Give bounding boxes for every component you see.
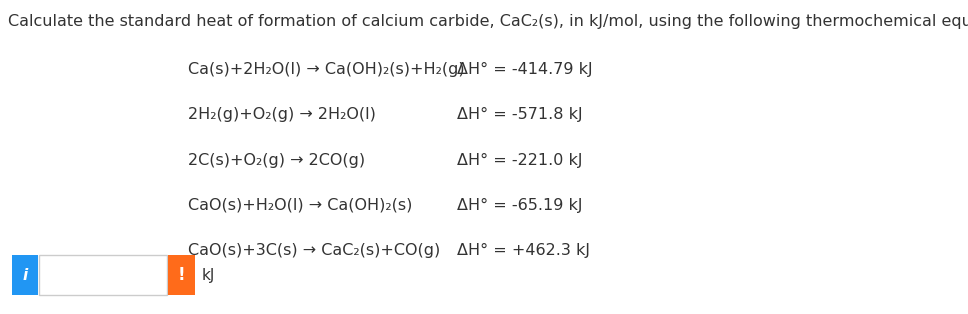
Text: ΔH° = -221.0 kJ: ΔH° = -221.0 kJ	[457, 153, 583, 168]
Text: Calculate the standard heat of formation of calcium carbide, CaC₂(s), in kJ/mol,: Calculate the standard heat of formation…	[9, 14, 968, 29]
Bar	[12, 255, 38, 295]
Text: kJ: kJ	[201, 268, 215, 283]
Text: ΔH° = +462.3 kJ: ΔH° = +462.3 kJ	[457, 243, 590, 258]
Text: CaO(s)+H₂O(l) → Ca(OH)₂(s): CaO(s)+H₂O(l) → Ca(OH)₂(s)	[188, 198, 412, 213]
Text: ΔH° = -65.19 kJ: ΔH° = -65.19 kJ	[457, 198, 583, 213]
Text: ΔH° = -414.79 kJ: ΔH° = -414.79 kJ	[457, 62, 592, 77]
Text: !: !	[178, 266, 185, 284]
Text: 2C(s)+O₂(g) → 2CO(g): 2C(s)+O₂(g) → 2CO(g)	[188, 153, 365, 168]
Text: ΔH° = -571.8 kJ: ΔH° = -571.8 kJ	[457, 107, 583, 122]
Bar	[168, 255, 195, 295]
Text: 2H₂(g)+O₂(g) → 2H₂O(l): 2H₂(g)+O₂(g) → 2H₂O(l)	[188, 107, 376, 122]
Text: CaO(s)+3C(s) → CaC₂(s)+CO(g): CaO(s)+3C(s) → CaC₂(s)+CO(g)	[188, 243, 439, 258]
Text: Ca(s)+2H₂O(l) → Ca(OH)₂(s)+H₂(g): Ca(s)+2H₂O(l) → Ca(OH)₂(s)+H₂(g)	[188, 62, 465, 77]
Bar	[40, 255, 167, 295]
Text: i: i	[22, 268, 27, 283]
